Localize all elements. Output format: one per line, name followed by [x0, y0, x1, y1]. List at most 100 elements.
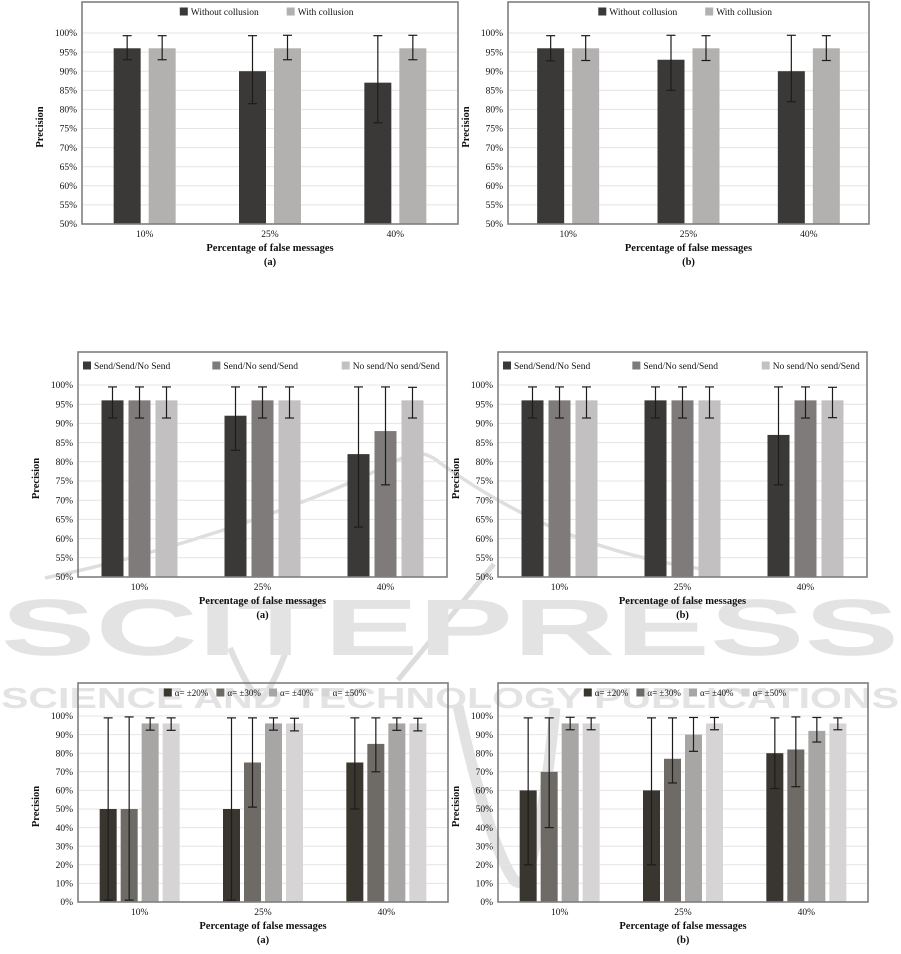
panel-label: (a) — [264, 257, 277, 268]
error-bar-α= ±50%-25% — [710, 716, 719, 731]
y-axis-title: Precision — [35, 106, 46, 147]
error-bar-Without collusion-25% — [248, 35, 257, 105]
x-tick-label: 10% — [131, 908, 149, 918]
y-axis-title: Precision — [461, 106, 472, 147]
x-tick-label: 25% — [674, 583, 692, 593]
legend-label: With collusion — [716, 8, 772, 18]
watermark-check-left — [227, 644, 291, 704]
bar-α= ±30%-40% — [787, 749, 805, 902]
legend-swatch — [689, 688, 697, 697]
bar-Send/No send/Send-10% — [548, 400, 571, 577]
legend-swatch — [286, 7, 295, 16]
x-axis-title: Percentage of false messages — [625, 243, 752, 254]
error-bar-No send/No send/Send-40% — [408, 386, 417, 419]
x-tick-label: 40% — [797, 583, 815, 593]
bar-No send/No send/Send-40% — [821, 400, 844, 577]
error-bar-α= ±20%-25% — [227, 717, 236, 901]
y-tick-label: 90% — [476, 731, 494, 741]
panel-label: (b) — [677, 935, 690, 946]
error-bar-Send/Send/No Send-40% — [354, 386, 363, 528]
legend-label: α= ±20% — [595, 688, 629, 698]
y-tick-label: 60% — [60, 182, 78, 192]
x-tick-label: 25% — [254, 583, 272, 593]
x-axis-title: Percentage of false messages — [619, 921, 746, 932]
bar-Send/No send/Send-40% — [794, 400, 817, 577]
error-bar-With collusion-40% — [821, 35, 831, 62]
y-tick-label: 90% — [476, 420, 494, 430]
y-tick-label: 95% — [476, 400, 494, 410]
error-bar-Send/No send/Send-40% — [801, 386, 810, 419]
y-tick-label: 70% — [56, 496, 74, 506]
error-bar-α= ±30%-40% — [371, 717, 381, 773]
legend-swatch — [216, 688, 225, 697]
error-bar-α= ±50%-10% — [166, 717, 176, 731]
bar-chart-panels: 50% 55% 60% 65% 70% 75% 80% 85% 90% 95% 100% 10% 25%… — [31, 1, 870, 946]
plot-border — [507, 1, 870, 225]
bar-α= ±50%-25% — [706, 723, 723, 902]
bar-Send/Send/No Send-25% — [644, 400, 667, 577]
error-bar-α= ±30%-25% — [668, 717, 677, 784]
bar-α= ±40%-25% — [265, 723, 282, 902]
x-tick-label: 10% — [559, 230, 577, 240]
panel-label: (b) — [682, 257, 695, 268]
error-bar-No send/No send/Send-25% — [285, 386, 294, 419]
x-tick-label: 40% — [387, 230, 405, 240]
bar-α= ±40%-40% — [808, 730, 826, 902]
legend-label: Send/Send/No Send — [514, 362, 591, 372]
x-tick-label: 10% — [551, 908, 569, 918]
y-tick-label: 90% — [486, 67, 504, 77]
y-tick-label: 10% — [476, 880, 494, 890]
bar-α= ±40%-10% — [141, 723, 159, 902]
bar-With collusion-40% — [812, 48, 840, 224]
error-bar-α= ±30%-10% — [544, 717, 554, 829]
y-tick-label: 40% — [476, 824, 494, 834]
x-axis-title: Percentage of false messages — [199, 596, 326, 607]
x-tick-label: 40% — [800, 230, 818, 240]
legend-label: Send/No send/Send — [223, 362, 298, 372]
bar-α= ±20%-40% — [346, 762, 364, 902]
y-axis-title: Precision — [451, 786, 462, 827]
x-tick-label: 40% — [378, 908, 396, 918]
y-tick-label: 50% — [56, 573, 74, 583]
y-tick-label: 100% — [55, 29, 77, 39]
x-axis-title: Percentage of false messages — [619, 596, 746, 607]
y-tick-label: 30% — [476, 842, 494, 852]
bar-chart-middle-b: 50% 55% 60% 65% 70% 75% 80% 85% 90% 95% 100% 10% 25%… — [451, 351, 868, 621]
y-tick-label: 75% — [476, 477, 494, 487]
error-bar-α= ±40%-40% — [392, 717, 402, 731]
bar-Without collusion-10% — [537, 48, 565, 224]
legend-swatch — [705, 7, 714, 16]
error-bar-With collusion-25% — [701, 35, 711, 62]
y-tick-label: 65% — [60, 163, 78, 173]
error-bar-Without collusion-40% — [786, 34, 796, 103]
bar-No send/No send/Send-25% — [698, 400, 721, 577]
bar-α= ±50%-25% — [286, 723, 303, 902]
y-tick-label: 90% — [56, 420, 74, 430]
y-tick-label: 80% — [476, 749, 494, 759]
error-bar-Send/Send/No Send-10% — [528, 386, 537, 419]
x-tick-label: 25% — [254, 908, 272, 918]
bar-α= ±50%-40% — [409, 723, 427, 902]
x-axis-title: Percentage of false messages — [206, 243, 333, 254]
y-tick-label: 55% — [486, 201, 504, 211]
legend-swatch — [269, 688, 277, 697]
error-bar-No send/No send/Send-40% — [828, 386, 837, 419]
bar-No send/No send/Send-10% — [155, 400, 178, 577]
y-tick-label: 60% — [486, 182, 504, 192]
bar-Send/No send/Send-25% — [671, 400, 694, 577]
legend-label: Without collusion — [609, 8, 677, 18]
bar-α= ±30%-40% — [367, 743, 385, 902]
legend-swatch — [761, 361, 770, 370]
legend-label: α= ±50% — [333, 688, 367, 698]
x-axis-title: Percentage of false messages — [199, 921, 326, 932]
legend-label: No send/No send/Send — [353, 362, 440, 372]
bar-chart-bottom-b: 0% 10% 20% 30% 40% 50% 60% 70% 80% 90% 100% 10% 25% 4… — [451, 682, 869, 946]
error-bar-α= ±30%-40% — [791, 716, 801, 788]
bar-No send/No send/Send-25% — [278, 400, 301, 577]
error-bar-Send/No send/Send-25% — [258, 386, 267, 419]
bar-chart-top-a: 50% 55% 60% 65% 70% 75% 80% 85% 90% 95% 100% 10% 25%… — [35, 1, 459, 268]
bar-Send/No send/Send-40% — [374, 431, 397, 577]
watermark-subtitle: SCIENCE AND TECHNOLOGY PUBLICATIONS — [1, 683, 899, 715]
